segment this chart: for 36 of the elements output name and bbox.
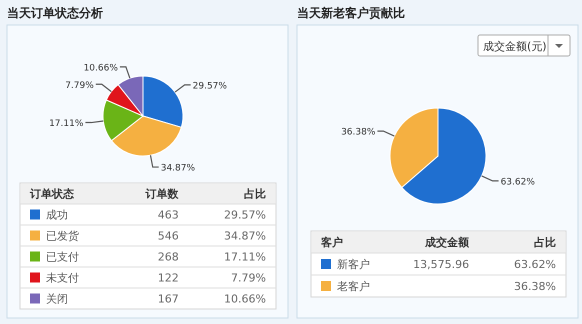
text: 268 [158, 250, 179, 264]
data-label: 29.57% [192, 81, 228, 92]
text: 成交金额 [424, 236, 470, 249]
legend-title: 订单状态 [29, 188, 75, 200]
text: 36.38% [514, 280, 556, 293]
text: 17.11% [224, 250, 266, 264]
legend-label: 老客户 [337, 280, 370, 293]
text: 122 [158, 272, 179, 284]
text: 10.66% [224, 292, 266, 306]
text: 29.57% [224, 208, 266, 222]
data-label: 17.11% [49, 119, 84, 130]
data-label: 34.87% [160, 164, 196, 174]
data-label: 63.62% [500, 177, 536, 188]
legend-label: 关闭 [46, 292, 68, 306]
text: 63.62% [514, 258, 556, 271]
text: 占比 [534, 236, 556, 249]
text: 7.79% [231, 272, 266, 284]
text: 34.87% [224, 230, 266, 242]
chart-title: 当天订单状态分析 [7, 6, 103, 20]
legend-label: 已发货 [46, 230, 79, 242]
text: 占比 [244, 188, 266, 200]
legend-label: 已支付 [46, 250, 79, 264]
legend-title: 客户 [320, 236, 343, 249]
text: 463 [158, 208, 179, 222]
text: 订单数 [144, 188, 180, 200]
text: 167 [158, 292, 179, 306]
data-label: 7.79% [65, 80, 94, 91]
text: 13,575.96 [413, 258, 470, 271]
chart-title: 当天新老客户贡献比 [297, 6, 405, 20]
data-label: 36.38% [341, 128, 376, 138]
data-label: 10.66% [84, 63, 118, 74]
legend-label: 新客户 [337, 258, 370, 271]
legend-label: 未支付 [46, 272, 79, 284]
text: 成交金额(元) [483, 40, 547, 53]
legend-label: 成功 [46, 208, 68, 222]
text: 546 [158, 230, 179, 242]
